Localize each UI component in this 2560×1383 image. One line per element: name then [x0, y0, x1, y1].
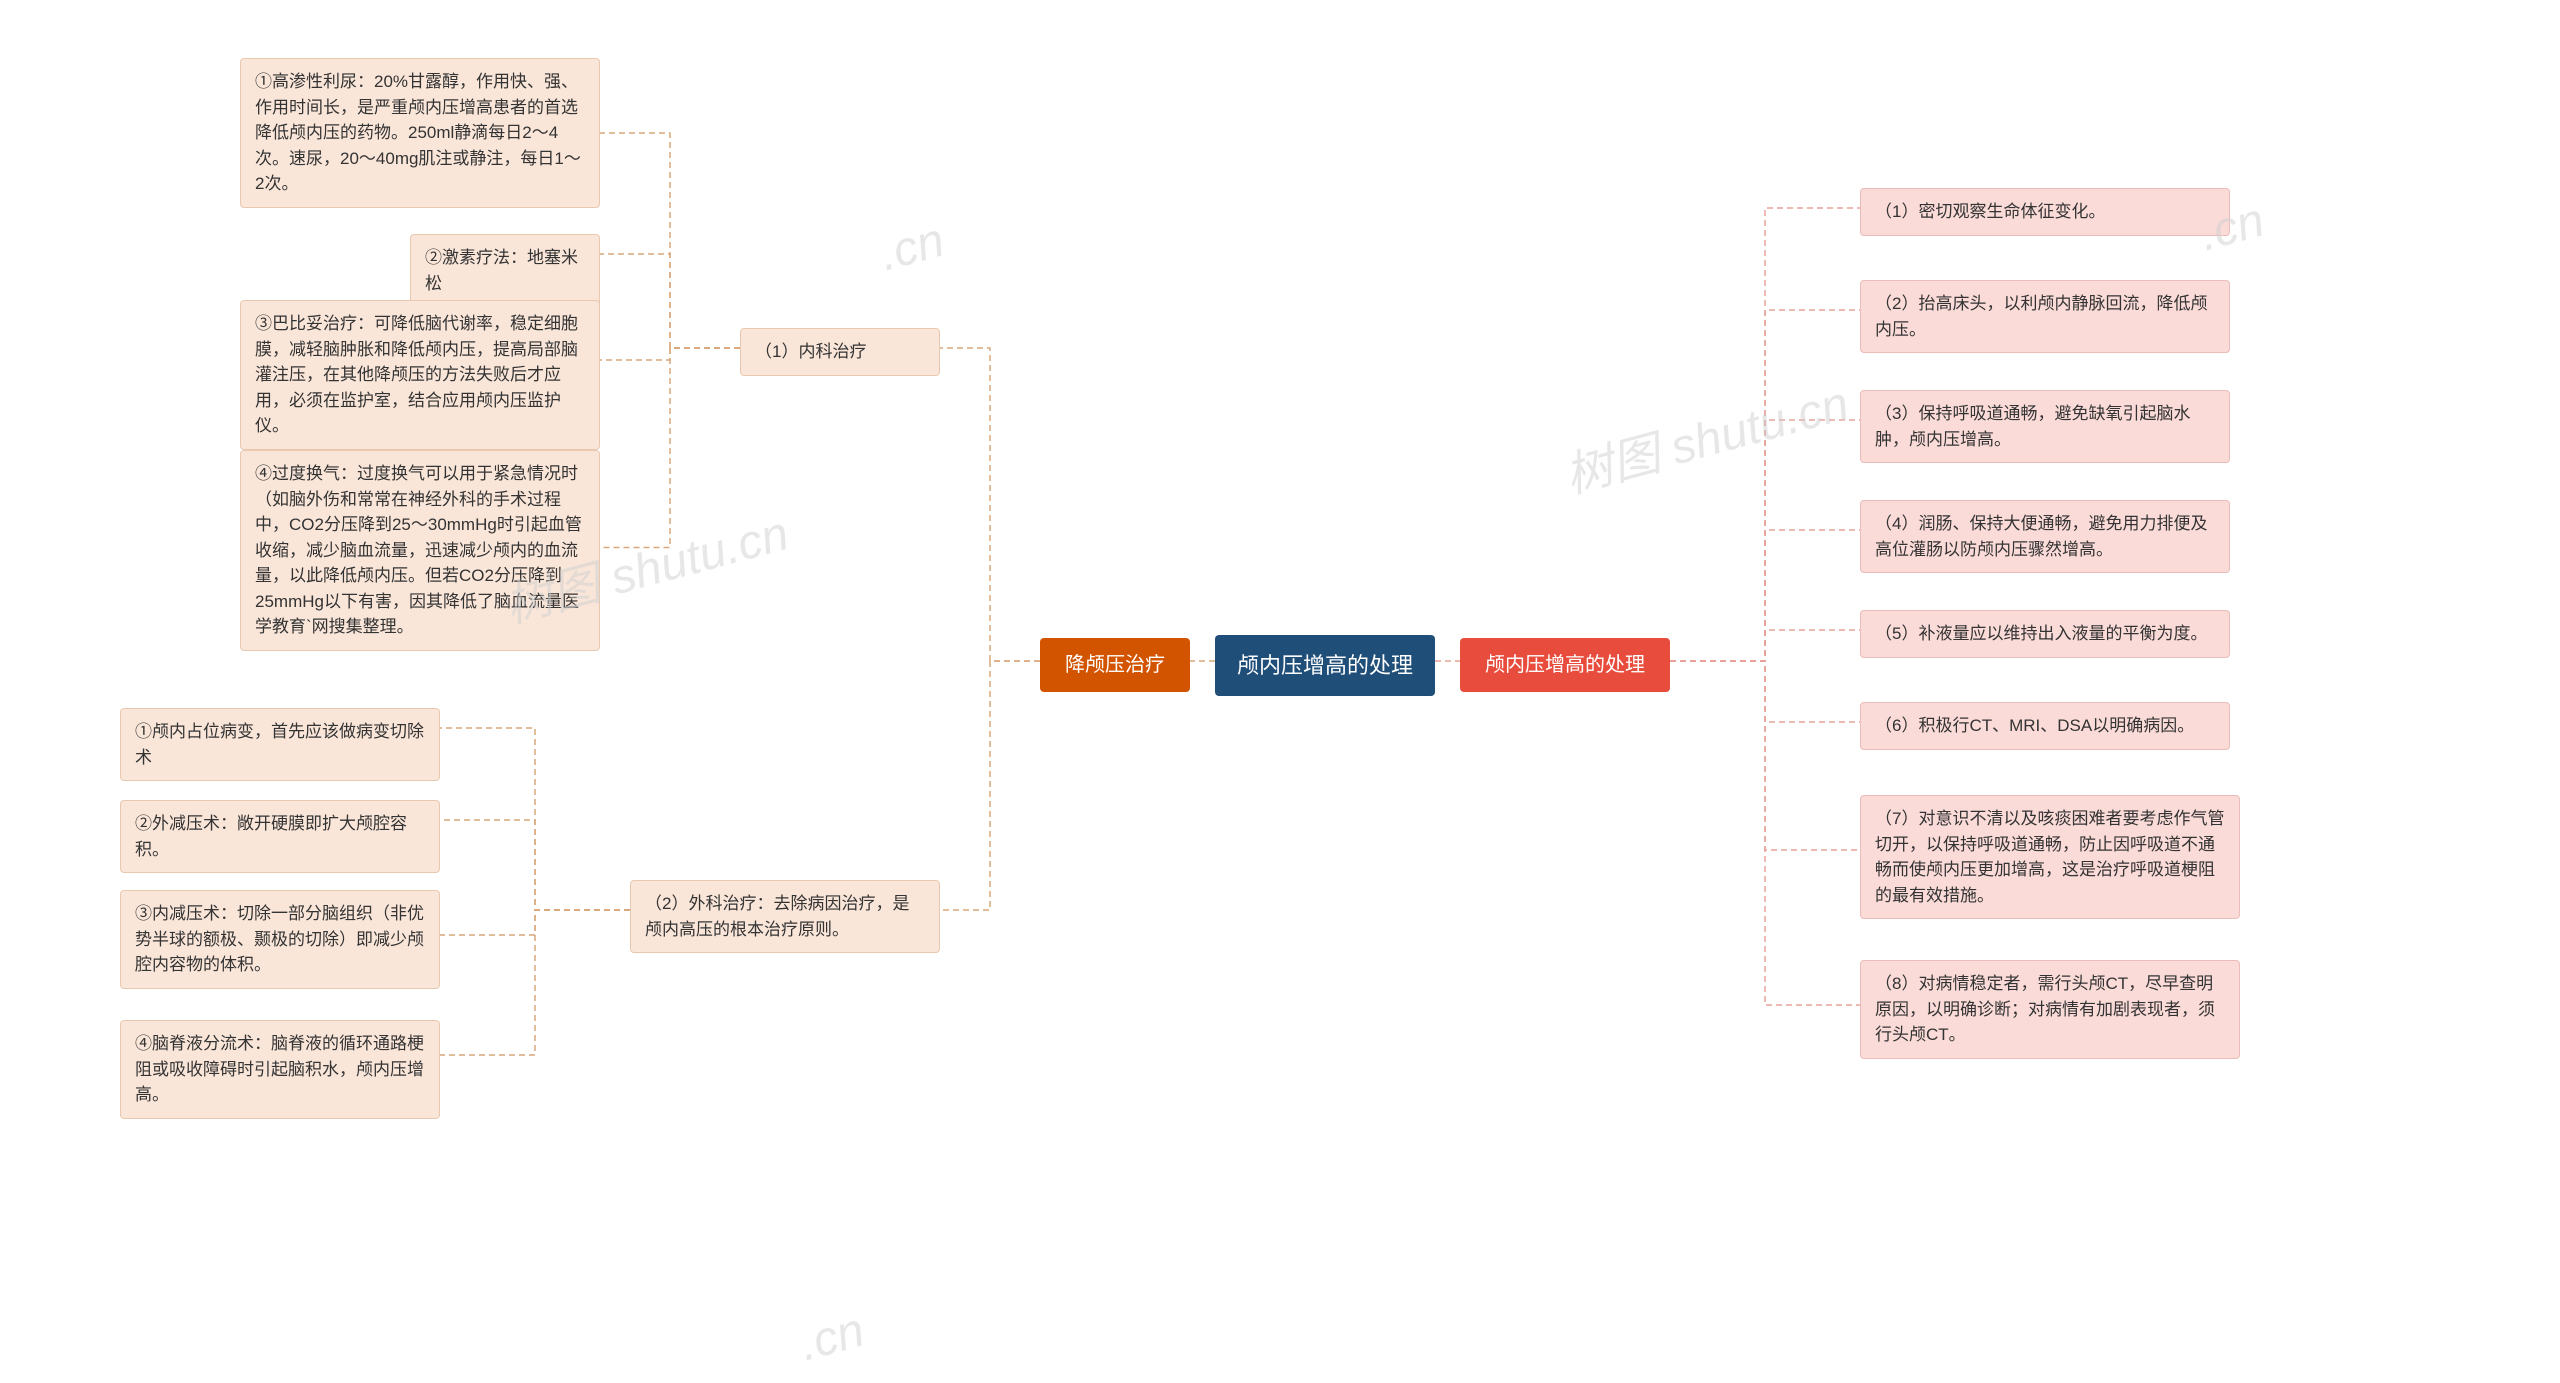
root-node: 颅内压增高的处理: [1215, 635, 1435, 696]
right-leaf-6: （7）对意识不清以及咳痰困难者要考虑作气管切开，以保持呼吸道通畅，防止因呼吸道不…: [1860, 795, 2240, 919]
left-sub-1-leaf-3: ④脑脊液分流术：脑脊液的循环通路梗阻或吸收障碍时引起脑积水，颅内压增高。: [120, 1020, 440, 1119]
branch-left: 降颅压治疗: [1040, 638, 1190, 692]
right-leaf-1: （2）抬高床头，以利颅内静脉回流，降低颅内压。: [1860, 280, 2230, 353]
left-sub-1-leaf-0: ①颅内占位病变，首先应该做病变切除术: [120, 708, 440, 781]
right-leaf-5: （6）积极行CT、MRI、DSA以明确病因。: [1860, 702, 2230, 750]
watermark-2: 树图 shutu.cn: [1556, 364, 1855, 507]
right-leaf-0: （1）密切观察生命体征变化。: [1860, 188, 2230, 236]
watermark-4: .cn: [794, 1303, 870, 1373]
branch-right: 颅内压增高的处理: [1460, 638, 1670, 692]
left-sub-0-leaf-2: ③巴比妥治疗：可降低脑代谢率，稳定细胞膜，减轻脑肿胀和降低颅内压，提高局部脑灌注…: [240, 300, 600, 450]
root-label: 颅内压增高的处理: [1237, 653, 1413, 678]
mindmap-canvas: 颅内压增高的处理 降颅压治疗 颅内压增高的处理 （1）内科治疗 ①高渗性利尿：20…: [0, 0, 2560, 1383]
right-leaf-7: （8）对病情稳定者，需行头颅CT，尽早查明原因，以明确诊断；对病情有加剧表现者，…: [1860, 960, 2240, 1059]
right-leaf-4: （5）补液量应以维持出入液量的平衡为度。: [1860, 610, 2230, 658]
left-sub-0-leaf-3: ④过度换气：过度换气可以用于紧急情况时（如脑外伤和常常在神经外科的手术过程中，C…: [240, 450, 600, 651]
left-sub-1: （2）外科治疗：去除病因治疗，是颅内高压的根本治疗原则。: [630, 880, 940, 953]
watermark-1: .cn: [874, 213, 950, 283]
right-leaf-2: （3）保持呼吸道通畅，避免缺氧引起脑水肿，颅内压增高。: [1860, 390, 2230, 463]
branch-left-label: 降颅压治疗: [1065, 654, 1165, 676]
left-sub-0-leaf-0: ①高渗性利尿：20%甘露醇，作用快、强、作用时间长，是严重颅内压增高患者的首选降…: [240, 58, 600, 208]
branch-right-label: 颅内压增高的处理: [1485, 654, 1645, 676]
left-sub-0: （1）内科治疗: [740, 328, 940, 376]
left-sub-1-leaf-2: ③内减压术：切除一部分脑组织（非优势半球的额极、颞极的切除）即减少颅腔内容物的体…: [120, 890, 440, 989]
left-sub-1-leaf-1: ②外减压术：敞开硬膜即扩大颅腔容积。: [120, 800, 440, 873]
right-leaf-3: （4）润肠、保持大便通畅，避免用力排便及高位灌肠以防颅内压骤然增高。: [1860, 500, 2230, 573]
left-sub-0-leaf-1: ②激素疗法：地塞米松: [410, 234, 600, 307]
